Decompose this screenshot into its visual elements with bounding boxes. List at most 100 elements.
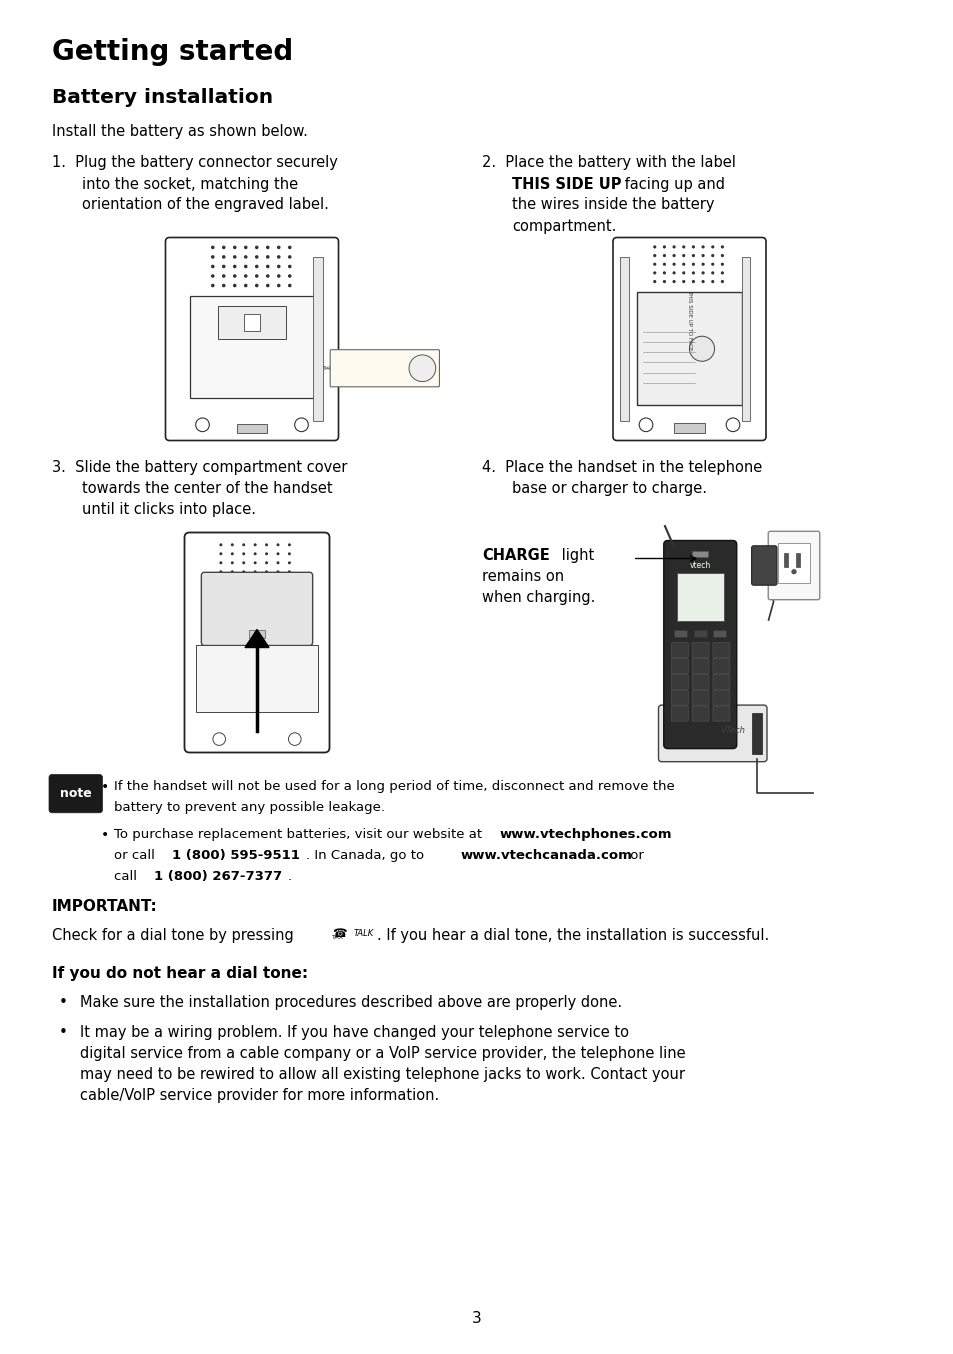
FancyBboxPatch shape xyxy=(691,643,708,658)
Circle shape xyxy=(653,280,656,283)
FancyBboxPatch shape xyxy=(691,658,708,673)
Circle shape xyxy=(672,255,675,257)
Text: It may be a wiring problem. If you have changed your telephone service to: It may be a wiring problem. If you have … xyxy=(80,1025,628,1040)
Circle shape xyxy=(211,264,214,268)
Circle shape xyxy=(253,570,256,573)
Text: 2.  Place the battery with the label: 2. Place the battery with the label xyxy=(481,156,735,171)
FancyBboxPatch shape xyxy=(712,658,729,673)
Text: 3: 3 xyxy=(472,1311,481,1326)
Circle shape xyxy=(242,570,245,573)
Text: •: • xyxy=(59,1025,68,1040)
Circle shape xyxy=(276,264,280,268)
Circle shape xyxy=(244,255,247,259)
Circle shape xyxy=(276,570,279,573)
Circle shape xyxy=(653,245,656,249)
Text: or: or xyxy=(625,849,642,861)
Text: compartment.: compartment. xyxy=(512,218,616,233)
Text: vtech: vtech xyxy=(689,561,710,570)
Circle shape xyxy=(409,355,436,382)
Circle shape xyxy=(662,245,665,249)
Circle shape xyxy=(219,570,222,573)
FancyBboxPatch shape xyxy=(330,349,439,387)
Circle shape xyxy=(681,263,684,265)
Circle shape xyxy=(276,562,279,565)
Text: cable/VoIP service provider for more information.: cable/VoIP service provider for more inf… xyxy=(80,1087,438,1102)
Circle shape xyxy=(222,245,225,249)
Circle shape xyxy=(710,280,714,283)
FancyBboxPatch shape xyxy=(671,691,687,705)
Circle shape xyxy=(213,733,225,746)
Text: 1 (800) 267-7377: 1 (800) 267-7377 xyxy=(154,869,282,883)
Circle shape xyxy=(244,284,247,287)
FancyBboxPatch shape xyxy=(671,658,687,673)
Circle shape xyxy=(710,271,714,275)
Circle shape xyxy=(266,284,270,287)
FancyBboxPatch shape xyxy=(658,705,766,762)
Circle shape xyxy=(288,255,292,259)
Circle shape xyxy=(672,271,675,275)
Circle shape xyxy=(681,255,684,257)
Bar xyxy=(692,551,707,556)
Bar xyxy=(249,630,265,638)
Circle shape xyxy=(720,263,723,265)
Text: 4.  Place the handset in the telephone: 4. Place the handset in the telephone xyxy=(481,459,761,474)
Text: TALK: TALK xyxy=(354,929,374,938)
FancyBboxPatch shape xyxy=(49,774,102,812)
Circle shape xyxy=(211,284,214,287)
Text: 3.  Slide the battery compartment cover: 3. Slide the battery compartment cover xyxy=(52,459,347,474)
Circle shape xyxy=(253,543,256,546)
Circle shape xyxy=(672,280,675,283)
FancyBboxPatch shape xyxy=(767,531,819,600)
Circle shape xyxy=(233,284,236,287)
Circle shape xyxy=(662,255,665,257)
Bar xyxy=(674,630,686,636)
Text: note: note xyxy=(60,787,91,800)
Circle shape xyxy=(689,336,714,362)
Circle shape xyxy=(242,562,245,565)
Bar xyxy=(196,645,317,712)
Circle shape xyxy=(276,245,280,249)
Circle shape xyxy=(691,255,695,257)
Text: www.vtechphones.com: www.vtechphones.com xyxy=(499,827,671,841)
Text: VTech: VTech xyxy=(720,726,745,735)
Bar xyxy=(713,630,725,636)
Text: Check for a dial tone by pressing: Check for a dial tone by pressing xyxy=(52,927,294,942)
Circle shape xyxy=(662,280,665,283)
Bar xyxy=(244,314,260,330)
Circle shape xyxy=(725,418,739,432)
Circle shape xyxy=(233,275,236,278)
Circle shape xyxy=(222,275,225,278)
FancyBboxPatch shape xyxy=(691,691,708,705)
Circle shape xyxy=(265,570,268,573)
Circle shape xyxy=(288,733,301,746)
FancyBboxPatch shape xyxy=(201,573,313,646)
Bar xyxy=(237,424,267,432)
Circle shape xyxy=(710,255,714,257)
Text: If the handset will not be used for a long period of time, disconnect and remove: If the handset will not be used for a lo… xyxy=(114,780,675,792)
FancyBboxPatch shape xyxy=(663,540,736,749)
Circle shape xyxy=(231,543,233,546)
Circle shape xyxy=(244,264,247,268)
Text: or call: or call xyxy=(114,849,159,861)
Circle shape xyxy=(254,284,258,287)
Circle shape xyxy=(653,271,656,275)
Text: IMPORTANT:: IMPORTANT: xyxy=(52,899,157,914)
Circle shape xyxy=(222,255,225,259)
Text: To purchase replacement batteries, visit our website at: To purchase replacement batteries, visit… xyxy=(114,827,486,841)
Circle shape xyxy=(219,562,222,565)
Circle shape xyxy=(691,263,695,265)
Text: CHARGE: CHARGE xyxy=(481,547,549,562)
Circle shape xyxy=(211,245,214,249)
Circle shape xyxy=(653,263,656,265)
Text: . In Canada, go to: . In Canada, go to xyxy=(305,849,428,861)
Circle shape xyxy=(691,280,695,283)
Text: call: call xyxy=(114,869,142,883)
Bar xyxy=(217,306,286,338)
Circle shape xyxy=(276,284,280,287)
Circle shape xyxy=(691,271,695,275)
Text: Make sure the installation procedures described above are properly done.: Make sure the installation procedures de… xyxy=(80,995,621,1010)
Circle shape xyxy=(266,255,270,259)
Text: orientation of the engraved label.: orientation of the engraved label. xyxy=(82,198,329,213)
Polygon shape xyxy=(245,630,269,647)
Circle shape xyxy=(276,552,279,555)
